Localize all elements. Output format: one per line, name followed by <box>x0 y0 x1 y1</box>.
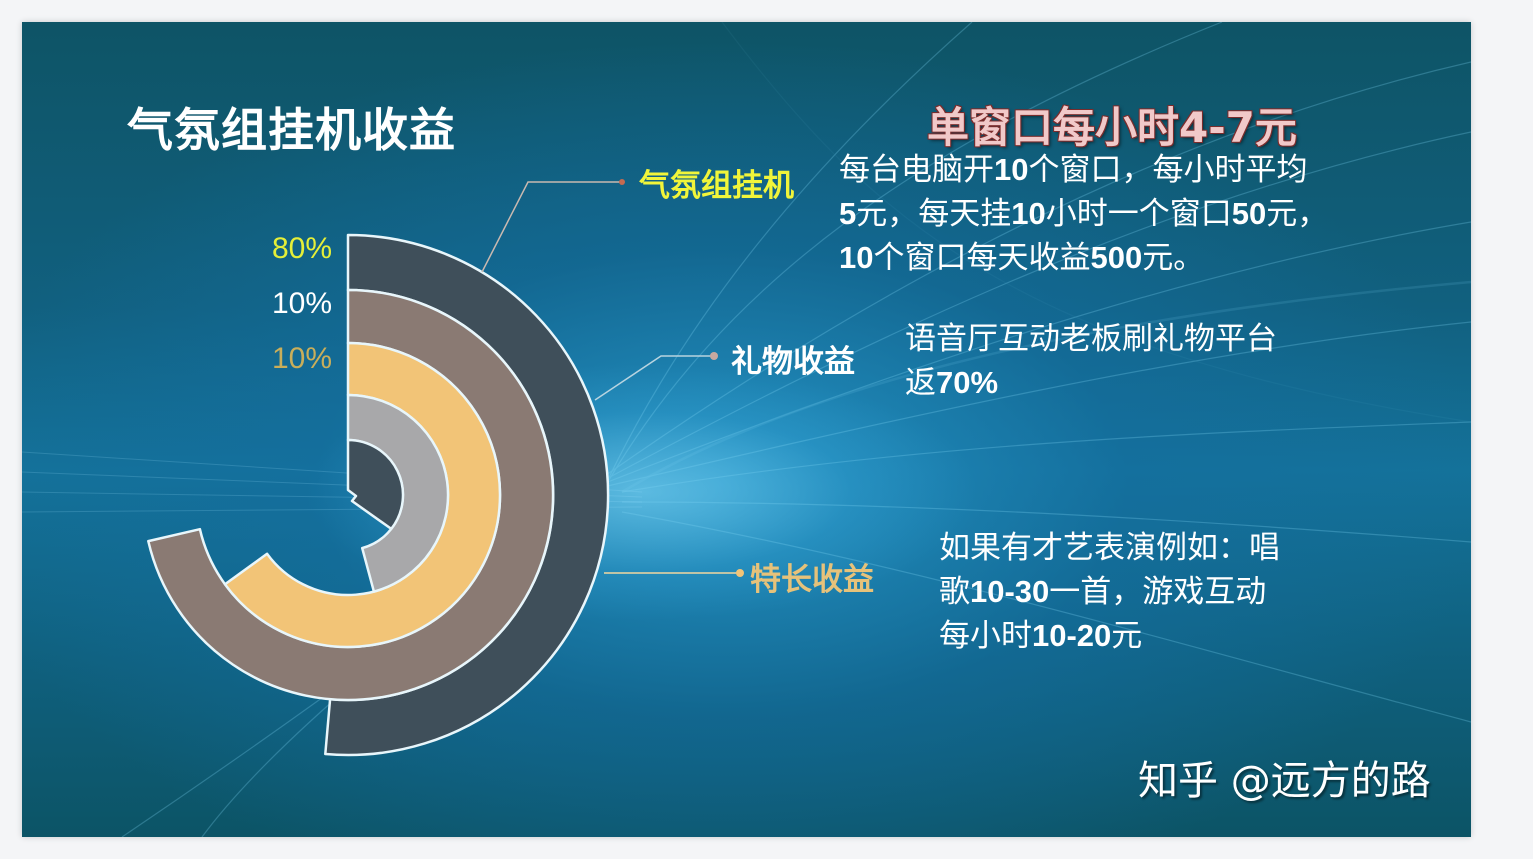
slide: 气氛组挂机收益 单窗口每小时4-7元 80% 10% 10% <box>22 22 1471 837</box>
category-label-qifenzu: 气氛组挂机 <box>639 168 794 204</box>
desc-line: 语音厅互动老板刷礼物平台 <box>905 321 1277 357</box>
pct-label-qifenzu: 80% <box>272 232 333 265</box>
category-label-gift: 礼物收益 <box>731 344 855 380</box>
description-qifenzu: 每台电脑开10个窗口，每小时平均 5元，每天挂10小时一个窗口50元， 10个窗… <box>839 148 1439 280</box>
desc-line: 10个窗口每天收益500元。 <box>839 240 1205 276</box>
desc-line: 每台电脑开10个窗口，每小时平均 <box>839 152 1308 188</box>
pct-label-talent: 10% <box>272 342 333 375</box>
pct-label-gift: 10% <box>272 287 333 320</box>
desc-line: 如果有才艺表演例如：唱 <box>939 530 1280 566</box>
description-gift: 语音厅互动老板刷礼物平台 返70% <box>905 317 1385 405</box>
ring-inner-dark <box>346 438 405 531</box>
desc-line: 5元，每天挂10小时一个窗口50元， <box>839 196 1329 232</box>
desc-line: 歌10-30一首，游戏互动 <box>939 574 1267 610</box>
slide-title: 气氛组挂机收益 <box>127 103 456 157</box>
leader-line-gift <box>594 355 712 401</box>
category-label-talent: 特长收益 <box>750 562 874 598</box>
desc-line: 返70% <box>905 365 999 401</box>
desc-line: 每小时10-20元 <box>939 618 1143 654</box>
zhihu-watermark: 知乎 @远方的路 <box>1138 758 1431 804</box>
radial-bar-chart <box>147 179 744 757</box>
description-talent: 如果有才艺表演例如：唱 歌10-30一首，游戏互动 每小时10-20元 <box>939 526 1399 658</box>
leader-line-qifenzu <box>481 181 620 273</box>
headline-rate: 单窗口每小时4-7元 <box>927 103 1297 152</box>
